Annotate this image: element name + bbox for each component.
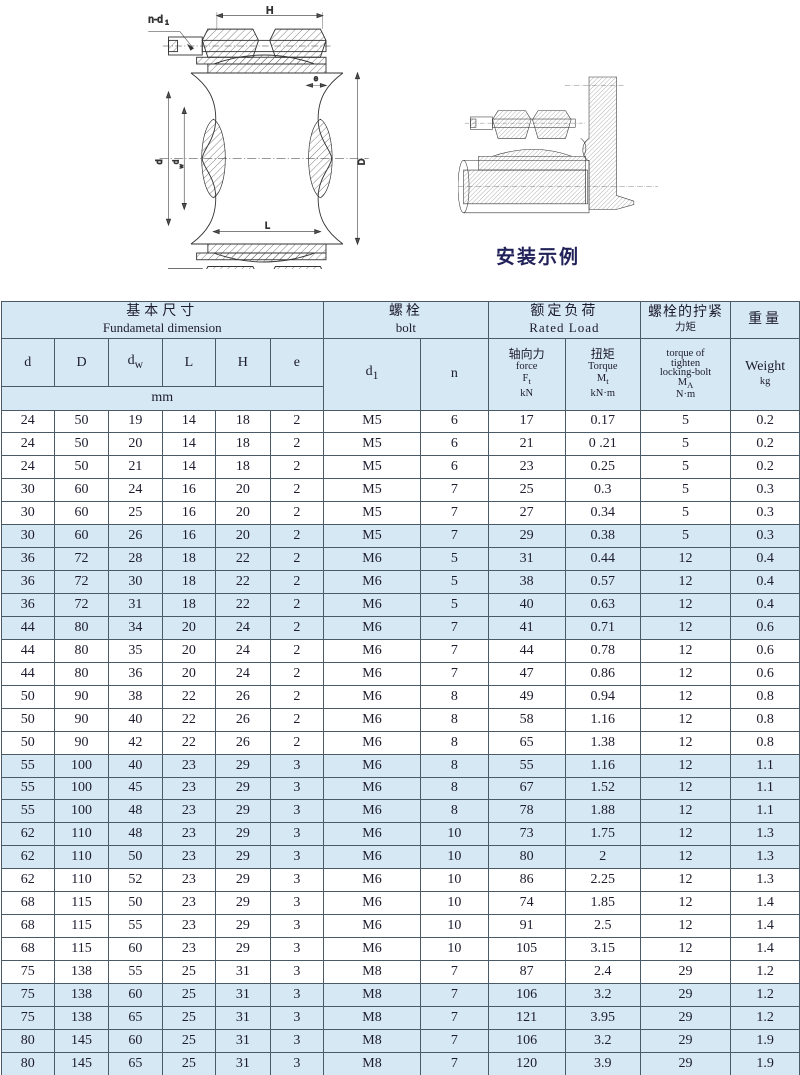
- svg-text:L: L: [265, 220, 270, 230]
- svg-text:1: 1: [165, 20, 169, 27]
- svg-text:H: H: [266, 5, 273, 16]
- svg-text:d: d: [154, 159, 164, 164]
- svg-text:D: D: [356, 158, 366, 165]
- svg-text:n-d: n-d: [148, 14, 163, 25]
- svg-text:e: e: [314, 74, 319, 83]
